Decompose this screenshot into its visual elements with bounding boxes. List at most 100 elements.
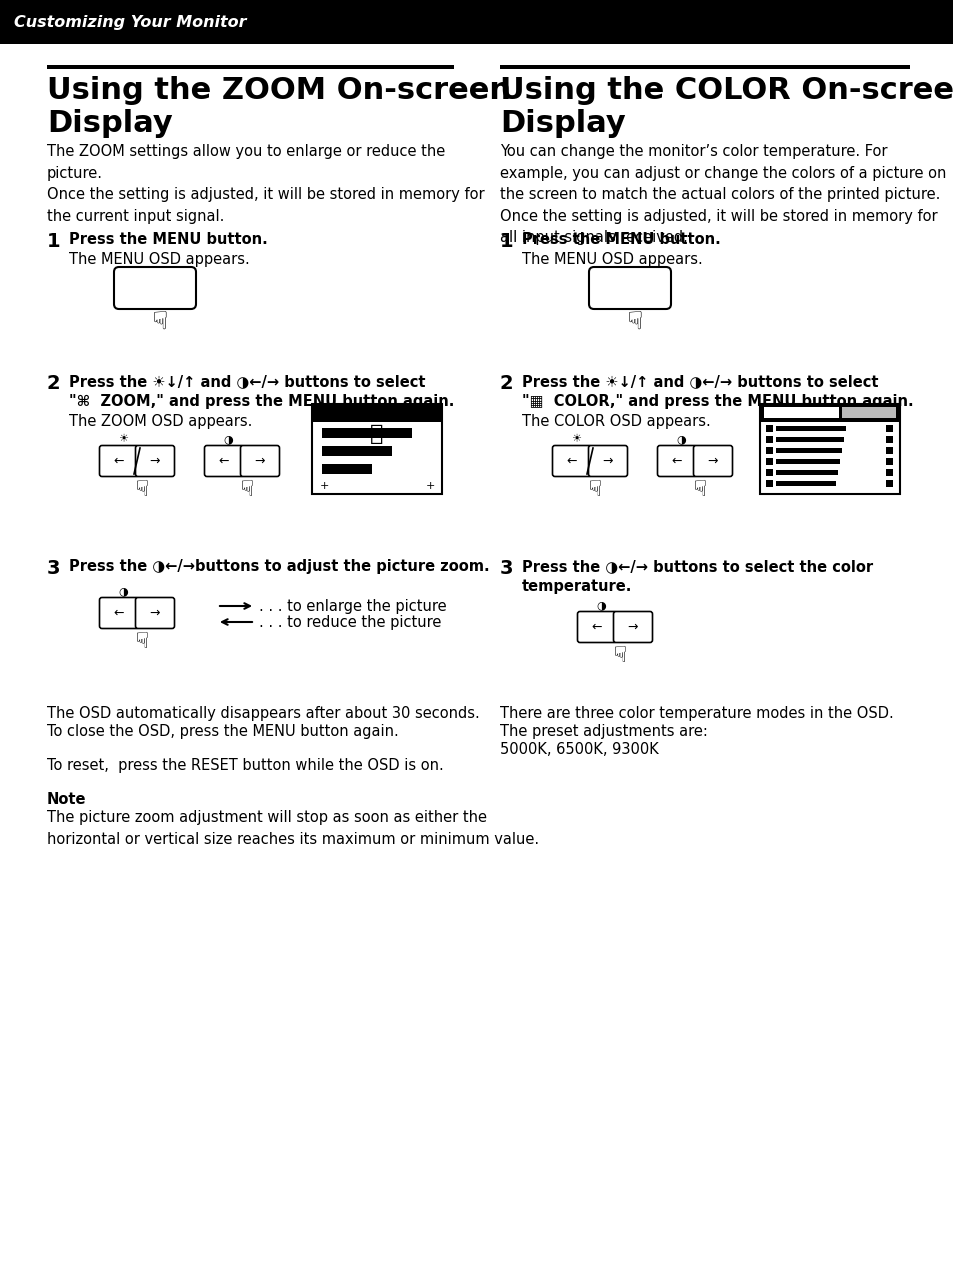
Text: ☞: ☞ bbox=[128, 631, 148, 650]
Text: 2: 2 bbox=[499, 375, 513, 392]
Text: 5000K, 6500K, 9300K: 5000K, 6500K, 9300K bbox=[499, 741, 659, 757]
Bar bbox=[885, 436, 892, 443]
Text: ◑: ◑ bbox=[223, 434, 233, 445]
Bar bbox=[841, 406, 895, 418]
FancyBboxPatch shape bbox=[204, 446, 243, 476]
Bar bbox=[765, 447, 772, 454]
Text: You can change the monitor’s color temperature. For
example, you can adjust or c: You can change the monitor’s color tempe… bbox=[499, 144, 945, 246]
Text: ☞: ☞ bbox=[143, 310, 167, 333]
Text: +: + bbox=[425, 482, 435, 490]
Text: Customizing Your Monitor: Customizing Your Monitor bbox=[14, 14, 246, 29]
Text: ☞: ☞ bbox=[605, 643, 625, 664]
Bar bbox=[765, 426, 772, 432]
FancyBboxPatch shape bbox=[657, 446, 696, 476]
Text: →: → bbox=[707, 455, 718, 468]
Bar bbox=[322, 428, 412, 438]
Text: ☞: ☞ bbox=[233, 478, 253, 498]
Text: →: → bbox=[150, 455, 160, 468]
Bar bbox=[763, 406, 838, 418]
Bar bbox=[775, 437, 843, 442]
FancyBboxPatch shape bbox=[99, 598, 138, 628]
FancyBboxPatch shape bbox=[693, 446, 732, 476]
Bar bbox=[312, 404, 441, 422]
Bar bbox=[765, 469, 772, 476]
Bar bbox=[760, 404, 899, 422]
Text: →: → bbox=[602, 455, 613, 468]
Text: 2: 2 bbox=[47, 375, 61, 392]
Text: The ZOOM OSD appears.: The ZOOM OSD appears. bbox=[69, 414, 253, 429]
FancyBboxPatch shape bbox=[588, 446, 627, 476]
FancyBboxPatch shape bbox=[135, 598, 174, 628]
Bar bbox=[775, 470, 837, 475]
Text: ←: ← bbox=[113, 455, 124, 468]
Text: 3: 3 bbox=[47, 559, 60, 578]
Text: The OSD automatically disappears after about 30 seconds.: The OSD automatically disappears after a… bbox=[47, 706, 479, 721]
Text: "▦  COLOR," and press the MENU button again.: "▦ COLOR," and press the MENU button aga… bbox=[521, 394, 913, 409]
Text: →: → bbox=[150, 606, 160, 619]
FancyBboxPatch shape bbox=[613, 612, 652, 642]
Bar bbox=[885, 447, 892, 454]
Text: Press the ◑←/→ buttons to select the color: Press the ◑←/→ buttons to select the col… bbox=[521, 559, 872, 575]
Text: Using the COLOR On-screen: Using the COLOR On-screen bbox=[499, 76, 953, 104]
Text: ←: ← bbox=[113, 606, 124, 619]
FancyBboxPatch shape bbox=[588, 268, 670, 310]
Text: The picture zoom adjustment will stop as soon as either the
horizontal or vertic: The picture zoom adjustment will stop as… bbox=[47, 810, 538, 847]
Text: ☞: ☞ bbox=[618, 310, 641, 333]
Text: There are three color temperature modes in the OSD.: There are three color temperature modes … bbox=[499, 706, 893, 721]
Text: The MENU OSD appears.: The MENU OSD appears. bbox=[521, 252, 702, 268]
Bar bbox=[47, 65, 454, 69]
Text: ☞: ☞ bbox=[128, 478, 148, 498]
Bar bbox=[885, 480, 892, 487]
Text: 1: 1 bbox=[47, 232, 61, 251]
Bar bbox=[765, 436, 772, 443]
Text: Press the ☀↓/↑ and ◑←/→ buttons to select: Press the ☀↓/↑ and ◑←/→ buttons to selec… bbox=[69, 375, 425, 389]
Text: Press the MENU button.: Press the MENU button. bbox=[521, 232, 720, 247]
Text: 1: 1 bbox=[499, 232, 513, 251]
Text: ←: ← bbox=[218, 455, 229, 468]
Bar bbox=[885, 457, 892, 465]
Bar bbox=[775, 426, 845, 431]
Text: ◑: ◑ bbox=[118, 586, 128, 596]
Text: ◑: ◑ bbox=[596, 600, 605, 610]
FancyBboxPatch shape bbox=[577, 612, 616, 642]
Text: Using the ZOOM On-screen: Using the ZOOM On-screen bbox=[47, 76, 511, 104]
Text: Display: Display bbox=[47, 110, 172, 138]
FancyBboxPatch shape bbox=[552, 446, 591, 476]
Text: ☞: ☞ bbox=[685, 478, 705, 498]
Text: . . . to enlarge the picture: . . . to enlarge the picture bbox=[258, 599, 446, 614]
Text: temperature.: temperature. bbox=[521, 578, 632, 594]
Text: ⌖: ⌖ bbox=[370, 424, 383, 445]
Text: Note: Note bbox=[47, 792, 87, 806]
Text: ☞: ☞ bbox=[580, 478, 600, 498]
Bar bbox=[322, 464, 372, 474]
Text: Press the ◑←/→buttons to adjust the picture zoom.: Press the ◑←/→buttons to adjust the pict… bbox=[69, 559, 489, 575]
FancyBboxPatch shape bbox=[113, 268, 195, 310]
Text: To close the OSD, press the MENU button again.: To close the OSD, press the MENU button … bbox=[47, 724, 398, 739]
Bar bbox=[765, 457, 772, 465]
Text: ←: ← bbox=[566, 455, 577, 468]
Text: The preset adjustments are:: The preset adjustments are: bbox=[499, 724, 707, 739]
Text: The ZOOM settings allow you to enlarge or reduce the
picture.
Once the setting i: The ZOOM settings allow you to enlarge o… bbox=[47, 144, 484, 224]
Text: →: → bbox=[254, 455, 265, 468]
Text: ☀: ☀ bbox=[571, 434, 580, 445]
Bar bbox=[765, 480, 772, 487]
Text: . . . to reduce the picture: . . . to reduce the picture bbox=[258, 614, 441, 629]
Bar bbox=[885, 469, 892, 476]
Text: ☀: ☀ bbox=[118, 434, 128, 445]
Text: The COLOR OSD appears.: The COLOR OSD appears. bbox=[521, 414, 710, 429]
Text: Display: Display bbox=[499, 110, 625, 138]
Bar bbox=[312, 404, 441, 494]
Text: To reset,  press the RESET button while the OSD is on.: To reset, press the RESET button while t… bbox=[47, 758, 443, 773]
Text: +: + bbox=[319, 482, 329, 490]
Bar bbox=[885, 426, 892, 432]
Bar bbox=[760, 404, 899, 494]
Text: 3: 3 bbox=[499, 559, 513, 578]
FancyBboxPatch shape bbox=[240, 446, 279, 476]
Text: ←: ← bbox=[671, 455, 681, 468]
Bar bbox=[775, 459, 840, 464]
Bar bbox=[775, 448, 841, 454]
Text: ◑: ◑ bbox=[676, 434, 685, 445]
Bar bbox=[0, 0, 953, 45]
Text: →: → bbox=[627, 620, 638, 633]
Bar bbox=[499, 65, 909, 69]
